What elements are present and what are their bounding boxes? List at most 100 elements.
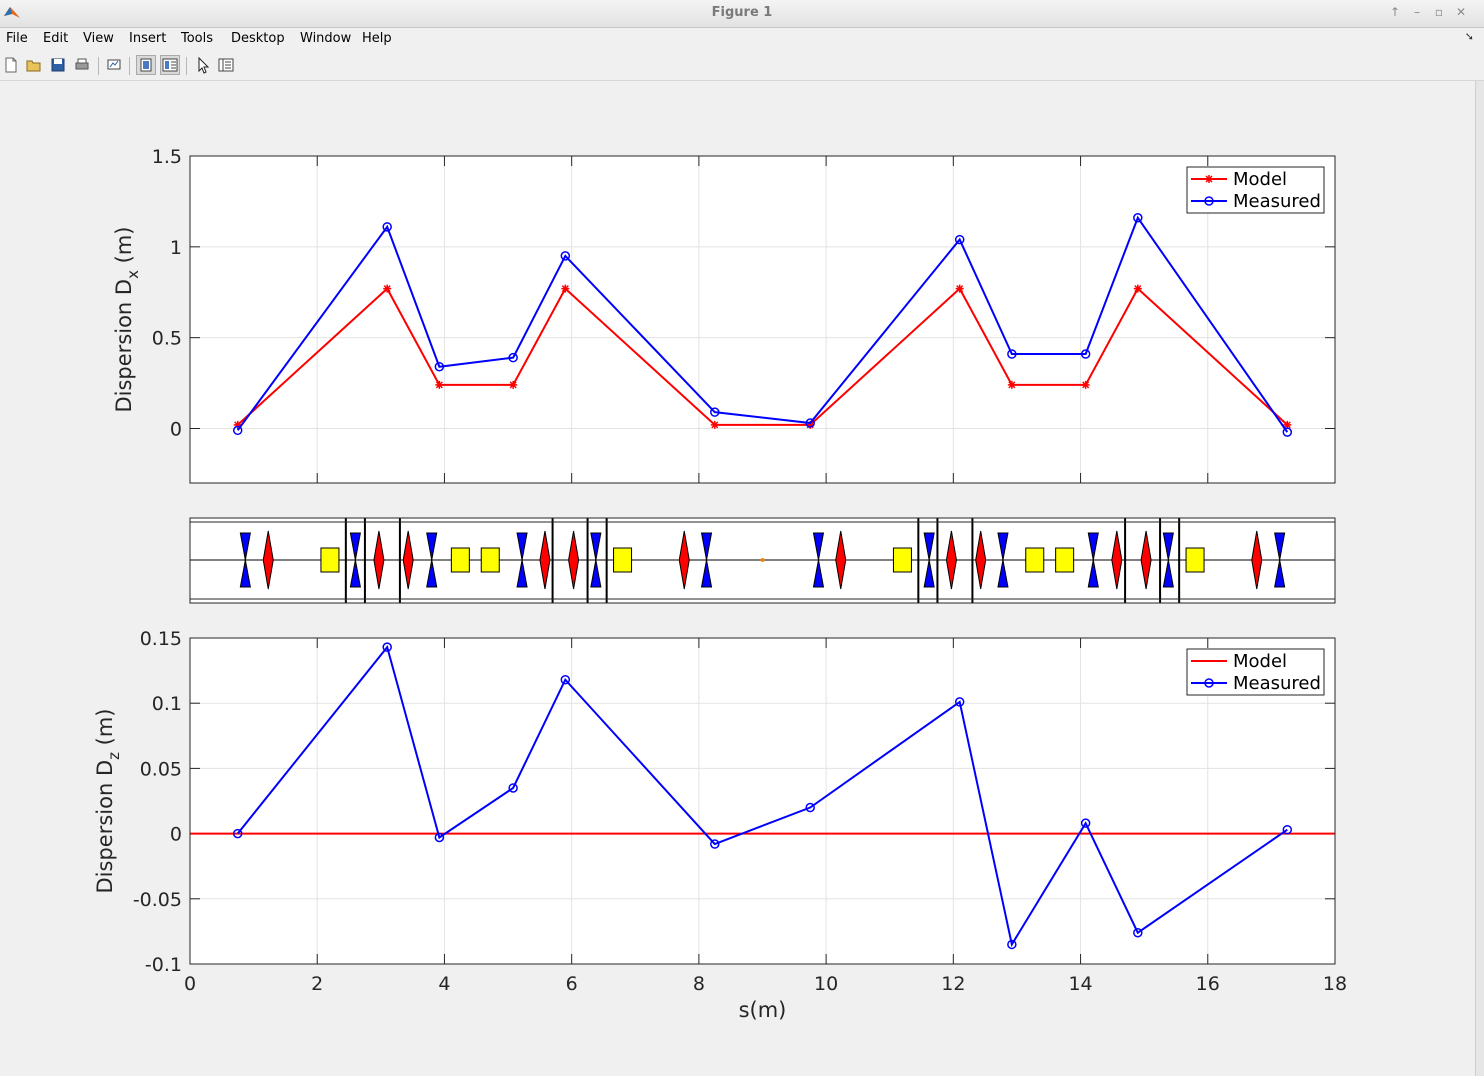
legend-label-model: Model [1233, 169, 1287, 190]
legend-marker [1204, 678, 1214, 688]
focusing-quadrupole [678, 530, 690, 590]
hide-plot-tools-icon[interactable] [136, 55, 156, 75]
show-plot-tools-icon[interactable] [160, 55, 180, 75]
series-line-measured [236, 644, 1288, 948]
minimize-icon[interactable]: – [1414, 5, 1420, 19]
data-point-measured [710, 407, 720, 417]
save-icon[interactable] [49, 56, 67, 74]
defocusing-quadrupole [812, 532, 825, 588]
menu-file[interactable]: File [6, 31, 28, 46]
data-point-measured [1080, 349, 1091, 359]
data-point-measured [232, 425, 243, 436]
data-point-measured [434, 361, 445, 372]
menu-view[interactable]: View [83, 31, 114, 46]
matlab-icon [4, 7, 20, 18]
y-tick-label: -0.05 [133, 889, 182, 911]
lattice-box [189, 517, 1336, 604]
focusing-quadrupole [1111, 530, 1123, 590]
y-axis-label-main: Dispersion D [93, 760, 117, 894]
data-point-measured [805, 802, 815, 813]
sextupole [480, 547, 500, 573]
x-tick-label: 2 [311, 973, 323, 995]
y-axis-label: Dispersion Dx (m) [112, 226, 142, 412]
data-point-model [955, 284, 964, 293]
focusing-quadrupole [402, 530, 414, 590]
toolbar-separator [98, 57, 99, 75]
focusing-quadrupole [373, 530, 385, 590]
focusing-quadrupole [1140, 530, 1152, 590]
data-point-measured [508, 783, 518, 793]
data-point-model [710, 420, 719, 429]
open-property-inspector-icon[interactable] [217, 56, 235, 74]
y-tick-label: 0.1 [152, 693, 182, 715]
data-point-model [435, 380, 444, 389]
menu-desktop[interactable]: Desktop [231, 31, 285, 46]
x-axis-label: s(m) [739, 998, 787, 1022]
legend-marker [1204, 196, 1214, 206]
edit-plot-icon[interactable] [194, 56, 212, 74]
focusing-quadrupole [539, 530, 551, 590]
axes-box [189, 637, 1336, 965]
sextupole [892, 547, 912, 573]
x-tick-label: 8 [693, 973, 705, 995]
link-plot-icon[interactable] [105, 56, 123, 74]
focusing-quadrupole [568, 530, 580, 590]
defocusing-quadrupole [997, 532, 1009, 588]
print-icon[interactable] [73, 56, 91, 74]
focusing-quadrupole [1251, 530, 1263, 590]
menu-tools[interactable]: Tools [181, 31, 214, 46]
x-tick-label: 14 [1068, 973, 1092, 995]
data-point-measured [1282, 427, 1293, 437]
y-axis-label-subscript: z [105, 752, 123, 760]
data-point-measured [1133, 213, 1143, 223]
x-tick-label: 6 [566, 973, 578, 995]
y-tick-label: 0.5 [152, 328, 182, 350]
data-point-measured [1133, 927, 1143, 938]
new-figure-icon[interactable] [2, 56, 20, 74]
y-tick-label: 0 [170, 419, 182, 441]
series-line-model [237, 287, 1288, 426]
sextupole [613, 547, 633, 573]
menu-help[interactable]: Help [362, 31, 392, 46]
dock-arrow-icon[interactable]: ➘ [1464, 30, 1474, 43]
data-point-measured [1007, 939, 1017, 950]
keep-on-top-icon[interactable]: ↑ [1389, 5, 1401, 19]
axes-box [189, 155, 1336, 484]
data-point-model [1283, 420, 1292, 429]
menu-window[interactable]: Window [300, 31, 352, 46]
menu-insert[interactable]: Insert [129, 31, 167, 46]
y-tick-label: 0 [170, 824, 182, 846]
x-tick-label: 12 [941, 973, 965, 995]
x-tick-label: 10 [814, 973, 838, 995]
close-icon[interactable]: ✕ [1455, 5, 1467, 19]
maximize-icon[interactable]: ▫ [1434, 5, 1444, 19]
data-point-measured [954, 697, 965, 707]
open-file-icon[interactable] [25, 56, 43, 74]
menu-edit[interactable]: Edit [43, 31, 69, 46]
data-point-measured [710, 839, 720, 849]
defocusing-quadrupole [426, 532, 438, 588]
sextupole [1055, 547, 1075, 573]
data-point-measured [1080, 818, 1091, 828]
defocusing-quadrupole [1274, 532, 1286, 588]
focusing-quadrupole [945, 530, 957, 590]
data-point-measured [954, 234, 965, 245]
y-tick-label: 1.5 [152, 146, 182, 168]
y-axis-label-unit: (m) [93, 708, 117, 752]
data-point-model [383, 284, 392, 293]
vertical-scrollbar[interactable] [1475, 81, 1484, 1076]
figure-canvas: 0 0.5 1 1.5 Dispersion Dx (m) Model Measured -… [0, 81, 1476, 1076]
focusing-quadrupole [835, 530, 847, 590]
figure-toolbar [0, 51, 1484, 81]
data-point-model [509, 380, 518, 389]
y-tick-label: 0.05 [140, 758, 182, 780]
sextupole [320, 547, 340, 573]
defocusing-quadrupole [700, 532, 713, 588]
legend-marker [1205, 175, 1213, 183]
data-point-measured [434, 832, 445, 843]
focusing-quadrupole [975, 530, 987, 590]
window-title: Figure 1 [711, 5, 773, 20]
plot-area [190, 156, 1335, 483]
data-point-model [806, 420, 815, 429]
